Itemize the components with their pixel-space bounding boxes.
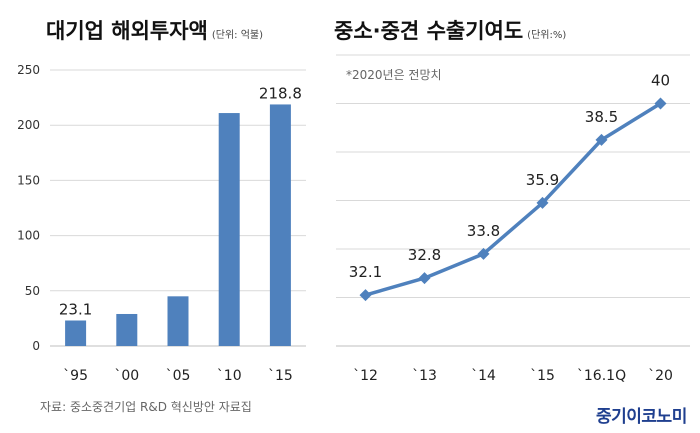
bar — [269, 104, 291, 347]
bar-data-label: 218.8 — [259, 84, 302, 102]
left-chart-title-text: 대기업 해외투자액 — [46, 19, 208, 43]
left-chart-title: 대기업 해외투자액 (단위: 억불) — [46, 15, 263, 45]
line-point — [595, 133, 608, 146]
bar — [116, 313, 138, 346]
line-x-tick-label: `12 — [353, 368, 378, 384]
bar-x-tick-label: `00 — [114, 368, 139, 384]
line-x-tick-label: `14 — [471, 368, 496, 384]
bar-y-tick-label: 150 — [17, 173, 40, 187]
bar-y-tick-label: 200 — [17, 118, 40, 132]
right-chart-unit: (단위:%) — [527, 30, 567, 41]
line-x-tick-label: `16.1Q — [577, 368, 626, 384]
forecast-note: *2020년은 전망치 — [346, 68, 442, 82]
bar-y-tick-label: 250 — [17, 63, 40, 77]
bar-x-tick-label: `10 — [217, 368, 242, 384]
bar — [218, 113, 240, 346]
line-point — [477, 247, 490, 260]
line-data-label: 40 — [651, 72, 670, 90]
bar-y-tick-label: 0 — [32, 339, 40, 353]
line-point — [536, 196, 549, 209]
bar — [167, 296, 189, 346]
line-x-tick-label: `15 — [530, 368, 555, 384]
right-chart-title-text: 중소·중견 수출기여도 — [334, 19, 524, 43]
line-data-label: 38.5 — [585, 108, 618, 126]
logo: 중기이코노미 — [596, 407, 687, 427]
line-point — [359, 289, 372, 302]
line-point — [418, 272, 431, 285]
right-chart-title: 중소·중견 수출기여도 (단위:%) — [334, 15, 566, 45]
source-note: 자료: 중소중견기업 R&D 혁신방안 자료집 — [40, 400, 252, 414]
line-data-label: 33.8 — [467, 222, 500, 240]
series-line — [365, 102, 662, 297]
line-point — [654, 97, 667, 110]
bar-x-tick-label: `05 — [166, 368, 191, 384]
line-data-label: 32.8 — [408, 246, 441, 264]
line-x-tick-label: `20 — [648, 368, 673, 384]
bar-x-tick-label: `15 — [268, 368, 293, 384]
line-x-tick-label: `13 — [412, 368, 437, 384]
bar-y-tick-label: 50 — [25, 284, 40, 298]
line-data-label: 35.9 — [526, 171, 559, 189]
line-data-label: 32.1 — [349, 263, 382, 281]
bar-y-tick-label: 100 — [17, 229, 40, 243]
bar-data-label: 23.1 — [59, 300, 92, 318]
left-chart-unit: (단위: 억불) — [211, 30, 264, 41]
bar — [65, 320, 87, 346]
bar-x-tick-label: `95 — [63, 368, 88, 384]
